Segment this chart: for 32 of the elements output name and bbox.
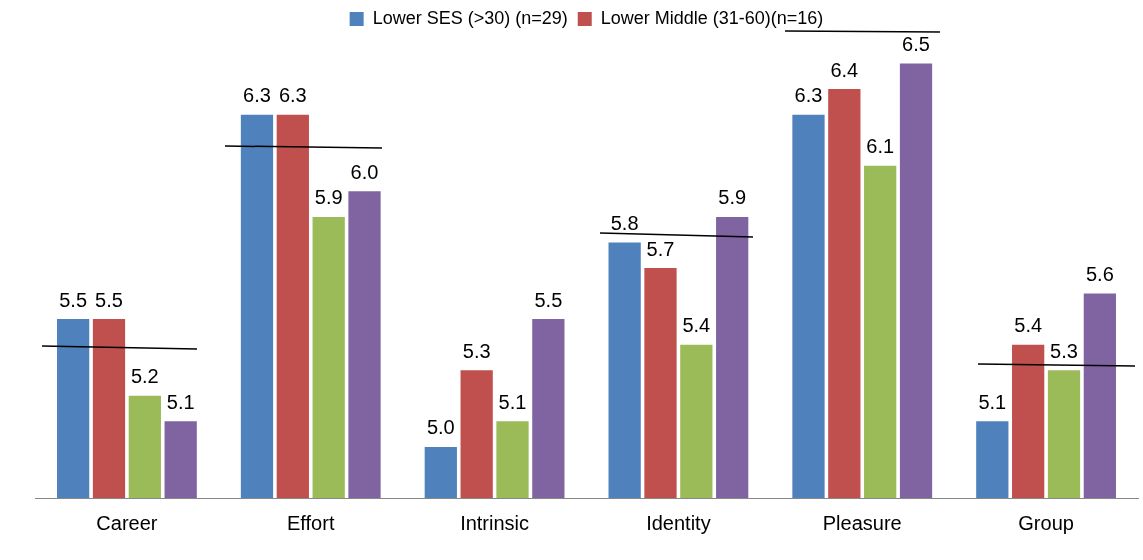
data-label: 5.2: [130, 365, 159, 388]
data-label: 5.4: [682, 314, 711, 337]
data-label: 5.3: [1050, 339, 1078, 362]
data-label: 6.3: [243, 84, 271, 107]
data-label: 5.1: [166, 390, 195, 413]
data-label: 5.3: [462, 339, 491, 362]
x-tick-label: Career: [96, 511, 158, 534]
x-tick-label: Pleasure: [822, 511, 902, 534]
data-label: 6.1: [866, 135, 895, 158]
x-tick-label: Effort: [287, 511, 335, 534]
data-label: 5.5: [95, 288, 123, 311]
data-label: 6.3: [794, 84, 823, 107]
x-tick-label: Intrinsic: [460, 511, 530, 534]
data-label: 5.7: [646, 237, 675, 260]
data-label: 5.1: [498, 390, 527, 413]
data-label: 5.5: [534, 288, 563, 311]
data-label: 6.4: [830, 58, 859, 81]
data-label: 5.4: [1014, 314, 1043, 337]
data-label: 5.5: [59, 288, 88, 311]
x-tick-label: Identity: [646, 511, 711, 534]
data-label: 5.0: [426, 416, 455, 439]
data-label: 6.3: [278, 84, 307, 107]
data-label: 5.9: [718, 186, 747, 209]
data-label: 5.9: [314, 186, 343, 209]
data-label: 6.0: [350, 160, 379, 183]
data-label: 6.5: [902, 33, 930, 56]
x-tick-label: Group: [1018, 511, 1074, 534]
legend-label: Lower Middle (31-60)(n=16): [600, 7, 824, 28]
data-label: 5.1: [978, 390, 1007, 413]
legend-label: Lower SES (>30) (n=29): [372, 7, 568, 28]
data-label: 5.8: [610, 211, 639, 234]
data-label: 5.6: [1085, 263, 1114, 286]
